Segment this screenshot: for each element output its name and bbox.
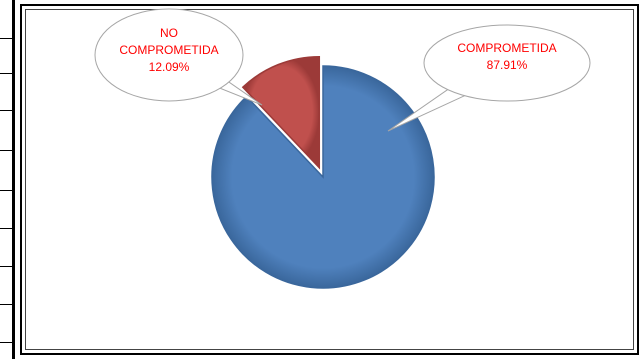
chart-plot-area <box>25 9 634 350</box>
data-label-category: COMPROMETIDA <box>457 41 556 55</box>
callout-no-comprometida: NO COMPROMETIDA 12.09% <box>94 8 263 106</box>
table-border <box>12 0 15 359</box>
data-label-percent: 87.91% <box>487 58 528 72</box>
callout-comprometida: COMPROMETIDA 87.91% <box>387 24 591 132</box>
data-label-category: COMPROMETIDA <box>119 43 218 57</box>
table-edge-fragment <box>0 0 18 359</box>
data-label-category: NO <box>160 26 178 40</box>
table-rule <box>0 38 14 39</box>
table-rule <box>0 110 14 111</box>
table-rule <box>0 342 14 343</box>
pie-slice-no-comprometida <box>241 55 321 170</box>
table-rule <box>0 304 14 305</box>
table-rule <box>0 266 14 267</box>
table-rule <box>0 150 14 151</box>
pie-slice-comprometida <box>211 65 435 289</box>
table-rule <box>0 190 14 191</box>
table-rule <box>0 73 14 74</box>
table-rule <box>0 228 14 229</box>
data-label-percent: 12.09% <box>149 60 190 74</box>
